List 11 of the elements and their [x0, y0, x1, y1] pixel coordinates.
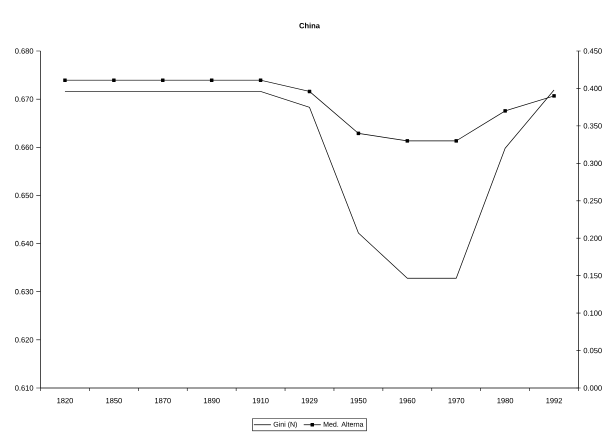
point	[63, 78, 67, 82]
point	[308, 90, 312, 94]
point	[112, 78, 116, 82]
point	[454, 139, 458, 143]
point	[406, 139, 410, 143]
point	[161, 78, 165, 82]
point	[356, 132, 360, 136]
point	[258, 78, 262, 82]
point	[552, 94, 556, 98]
point	[210, 78, 214, 82]
point	[503, 109, 507, 113]
